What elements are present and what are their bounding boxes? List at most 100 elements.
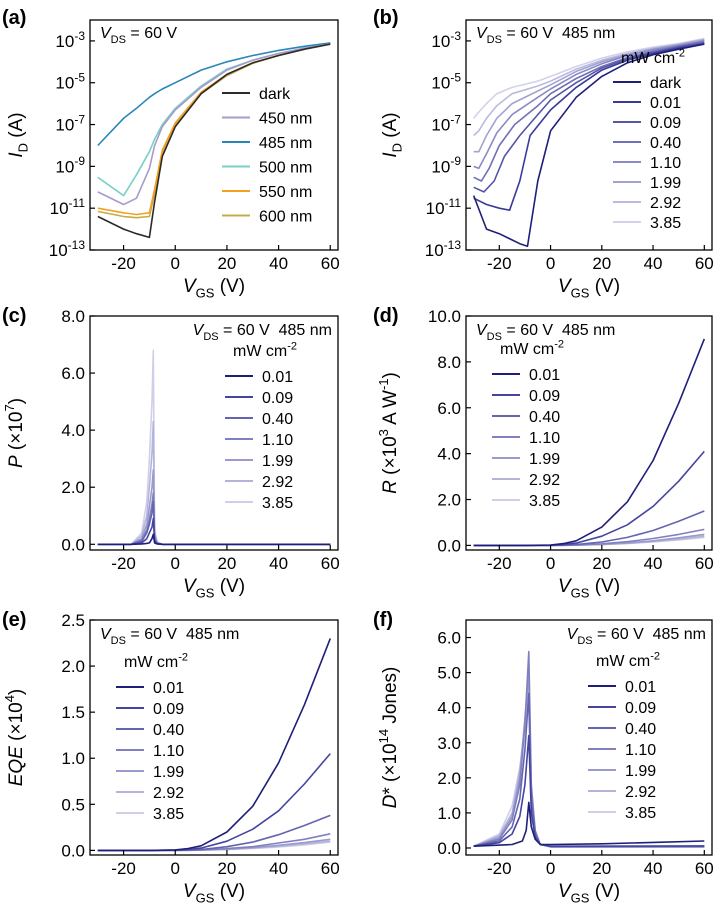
y-tick-label-f-2: 2.0 [437,769,461,788]
y-tick-label-a-1: 10-11 [50,196,86,218]
x-tick-label-c-0: -20 [111,554,136,573]
plot-frame-a [89,19,339,251]
legend-label-e-4: 1.99 [153,764,184,781]
panel-f: (f) -20 0 20 40 60 0.0 1.0 2.0 3.0 4.0 5.0 6.0 VGS (V… [373,609,714,906]
x-tick-label-d-3: 40 [644,554,663,573]
legend-c: mW cm-2 0.01 0.09 0.40 1.10 1.99 2.92 3.85 [225,340,297,512]
plot-frame-c [89,315,339,551]
series-line-c-0 [97,533,331,546]
x-tick-label-d-4: 60 [695,554,714,573]
y-tick-label-d-0: 0.0 [437,536,461,555]
y-axis-label-e: EQE (×104) [2,689,27,787]
y-tick-label-a-5: 10-3 [55,29,85,51]
series-line-c-3 [97,492,331,546]
annotation-d: VDS = 60 V 485 nm [476,322,615,343]
y-tick-label-c-4: 8.0 [61,307,85,326]
legend-d: mW cm-2 0.01 0.09 0.40 1.10 1.99 2.92 3.85 [492,338,564,510]
y-tick-label-e-1: 0.5 [61,795,85,814]
x-tick-label-f-0: -20 [487,859,512,878]
x-tick-label-b-1: 0 [546,254,555,273]
legend-label-f-0: 0.01 [625,679,656,696]
y-tick-label-f-6: 6.0 [437,629,461,648]
legend-label-b-7: 3.85 [650,215,681,232]
series-group-e [97,638,332,852]
x-tick-label-a-3: 40 [269,254,288,273]
panel-label-f: (f) [373,609,393,631]
x-tick-label-b-2: 20 [592,254,611,273]
y-axis-label-a: ID (A) [6,112,31,157]
legend-label-c-0: 0.01 [262,369,293,386]
x-axis-label-e: VGS (V) [183,881,245,906]
y-tick-label-b-3: 10-7 [431,112,461,134]
annotation-c: VDS = 60 V 485 nm [193,322,332,343]
legend-label-b-5: 1.99 [650,175,681,192]
x-tick-label-b-3: 40 [644,254,663,273]
legend-label-a-5: 600 nm [259,209,312,226]
series-line-a-1 [97,43,331,206]
x-axis-label-c: VGS (V) [183,576,245,601]
y-tick-label-f-4: 4.0 [437,699,461,718]
legend-label-d-6: 3.85 [529,493,560,510]
legend-label-f-4: 1.99 [625,763,656,780]
legend-label-d-2: 0.40 [529,409,560,426]
legend-label-a-1: 450 nm [259,111,312,128]
panel-label-d: (d) [373,305,399,327]
legend-title-c: mW cm-2 [233,340,297,360]
panel-e: (e) -20 0 20 40 60 0.0 0.5 1.0 1.5 2.0 2.5 VGS (V) EQ… [2,609,340,906]
series-line-d-1 [473,450,705,547]
legend-label-e-1: 0.09 [153,701,184,718]
legend-label-b-4: 1.10 [650,155,681,172]
y-tick-label-b-4: 10-5 [431,71,461,93]
series-line-d-0 [473,338,706,547]
legend-b: mW cm-2 dark 0.01 0.09 0.40 1.10 1.99 2.92 3.85 [613,47,685,232]
x-tick-label-c-4: 60 [321,554,340,573]
legend-label-e-6: 3.85 [153,806,184,823]
x-tick-label-b-4: 60 [695,254,714,273]
y-tick-label-f-0: 0.0 [437,839,461,858]
y-tick-label-e-2: 1.0 [61,749,85,768]
y-tick-label-f-5: 5.0 [437,664,461,683]
legend-label-c-1: 0.09 [262,390,293,407]
x-axis-label-a: VGS (V) [183,276,245,301]
legend-label-f-1: 0.09 [625,700,656,717]
legend-label-e-2: 0.40 [153,722,184,739]
legend-label-a-0: dark [259,86,291,103]
series-line-c-5 [97,420,331,546]
y-tick-label-a-3: 10-7 [55,112,85,134]
x-tick-label-d-2: 20 [592,554,611,573]
y-tick-label-e-3: 1.5 [61,703,85,722]
x-tick-label-e-3: 40 [269,859,288,878]
legend-a: dark 450 nm 485 nm 500 nm 550 nm 600 nm [222,86,312,226]
plot-frame-f [465,619,713,856]
x-tick-label-c-3: 40 [269,554,288,573]
y-tick-label-f-3: 3.0 [437,734,461,753]
series-line-c-2 [97,500,331,546]
plot-frame-d [465,315,713,551]
y-tick-label-e-4: 2.0 [61,657,85,676]
series-line-e-0 [97,638,332,852]
legend-label-b-0: dark [650,75,682,92]
legend-label-e-5: 2.92 [153,785,184,802]
x-axis-label-b: VGS (V) [558,276,620,301]
series-line-b-6 [473,38,705,137]
legend-title-d: mW cm-2 [500,338,564,358]
panel-b: (b) -20 0 20 40 60 10-13 10-11 10-9 10-7 10-5 10-3 V… [373,7,714,301]
x-axis-label-d: VGS (V) [558,576,620,601]
legend-label-c-4: 1.99 [262,453,293,470]
x-tick-label-a-2: 20 [217,254,236,273]
x-tick-label-e-0: -20 [111,859,136,878]
y-tick-label-b-0: 10-13 [425,238,462,260]
panel-label-c: (c) [2,305,26,327]
y-tick-label-d-3: 6.0 [437,399,461,418]
x-tick-label-d-0: -20 [487,554,512,573]
y-tick-label-d-2: 4.0 [437,445,461,464]
y-tick-label-a-2: 10-9 [55,154,85,176]
legend-label-e-3: 1.10 [153,743,184,760]
legend-label-b-3: 0.40 [650,135,681,152]
x-tick-label-c-2: 20 [217,554,236,573]
plot-frame-b [465,19,713,251]
legend-label-f-2: 0.40 [625,721,656,738]
y-tick-label-a-4: 10-5 [55,71,85,93]
x-tick-label-e-1: 0 [171,859,180,878]
series-group-f [473,650,705,848]
